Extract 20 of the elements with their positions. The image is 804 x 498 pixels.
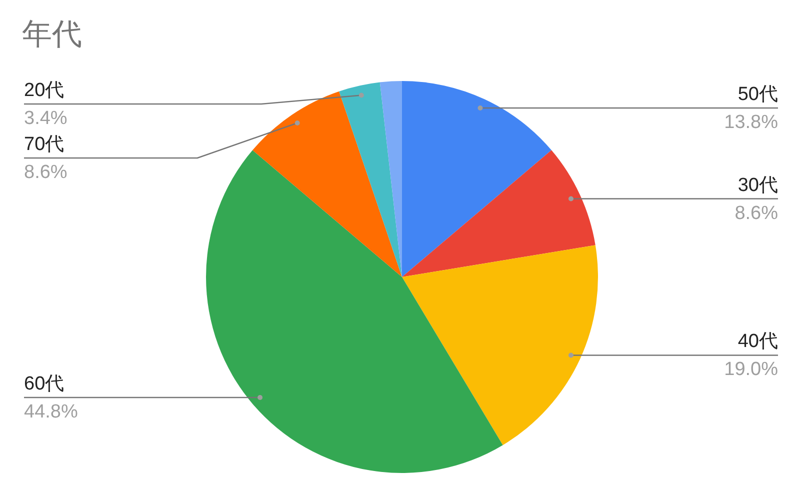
data-label: 3.4% bbox=[24, 108, 68, 129]
data-label: 19.0% bbox=[724, 359, 778, 380]
slice-label: 40代 bbox=[738, 331, 778, 352]
pie-slice bbox=[252, 91, 402, 277]
slice-label: 50代 bbox=[738, 84, 778, 106]
pie-slice bbox=[402, 150, 596, 277]
slice-label: 20代 bbox=[24, 80, 64, 101]
chart-title: 年代 bbox=[22, 18, 82, 51]
slice-label: 30代 bbox=[738, 174, 778, 196]
data-label: 8.6% bbox=[734, 202, 778, 224]
data-label: 8.6% bbox=[24, 162, 68, 183]
data-label: 13.8% bbox=[724, 112, 778, 134]
pie-slice bbox=[380, 81, 402, 277]
pie-slice bbox=[206, 150, 503, 473]
pie-slice bbox=[339, 82, 402, 277]
slice-label: 60代 bbox=[24, 373, 64, 394]
pie-slice bbox=[402, 81, 552, 277]
pie-slice bbox=[402, 245, 598, 446]
data-label: 44.8% bbox=[24, 401, 78, 422]
slice-label: 70代 bbox=[24, 134, 64, 155]
